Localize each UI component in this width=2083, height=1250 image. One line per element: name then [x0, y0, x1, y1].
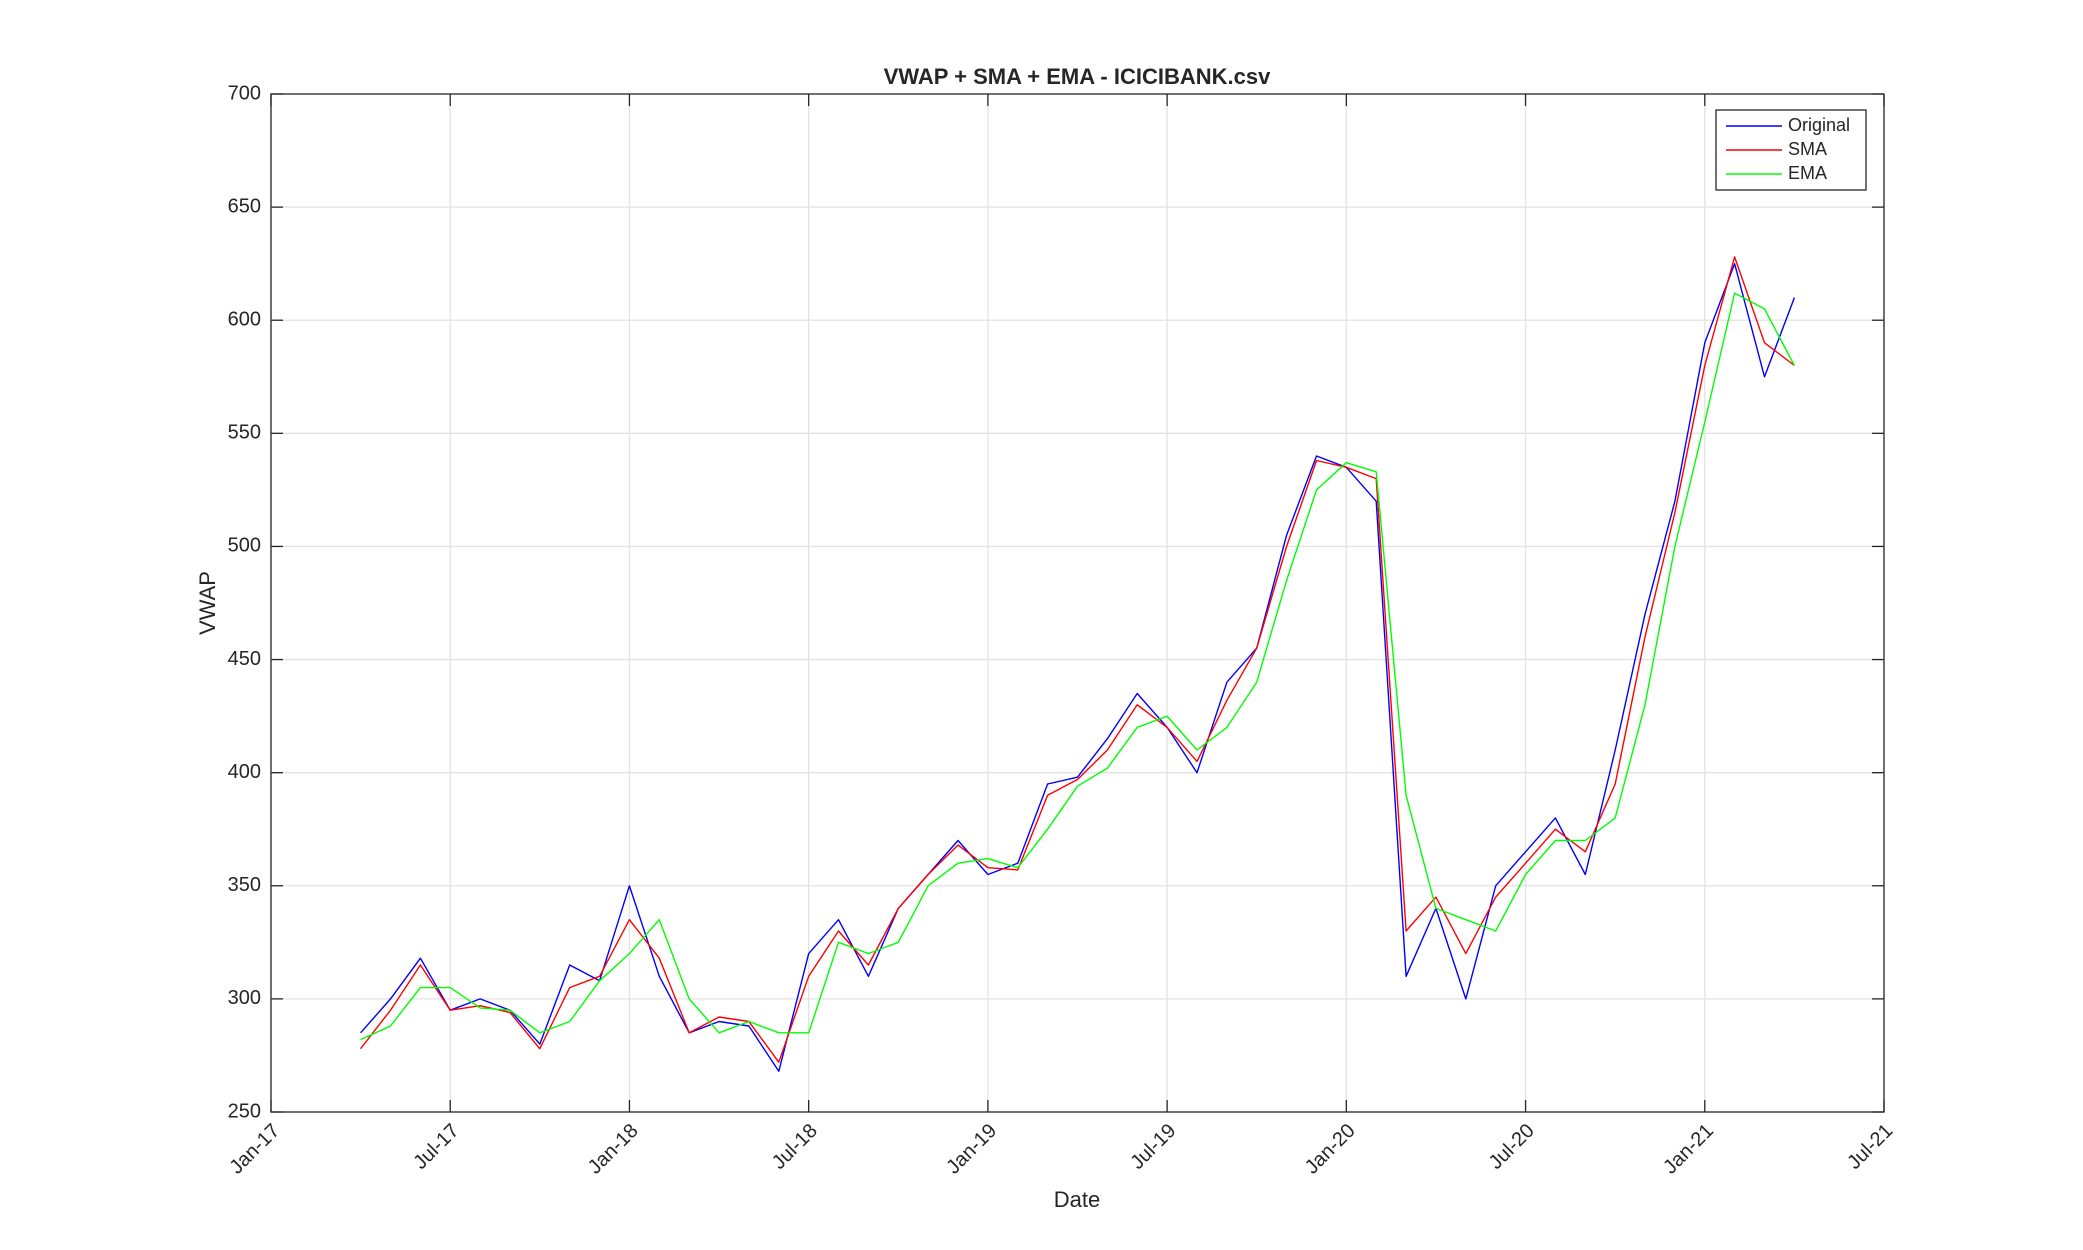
legend: Original SMA EMA [1715, 109, 1867, 191]
plot-area [271, 94, 1884, 1112]
legend-label: Original [1788, 115, 1850, 135]
x-tick-label: Jul-17 [409, 1120, 463, 1174]
x-tick-label: Jul-21 [1843, 1120, 1897, 1174]
y-tick-label: 550 [228, 422, 261, 444]
y-tick-label: 650 [228, 195, 261, 217]
legend-label: SMA [1788, 139, 1827, 159]
legend-label: EMA [1788, 163, 1827, 183]
x-tick-label: Jan-21 [1659, 1120, 1718, 1179]
y-tick-label: 500 [228, 535, 261, 557]
y-tick-label: 700 [228, 82, 261, 104]
series-line [360, 256, 1795, 1063]
x-tick-label: Jan-18 [584, 1120, 643, 1179]
chart-title: VWAP + SMA + EMA - ICICIBANK.csv [884, 64, 1271, 89]
axes-box [270, 93, 1885, 1113]
x-tick-label: Jan-19 [942, 1120, 1001, 1179]
y-tick-label: 400 [228, 761, 261, 783]
x-tick-label: Jul-20 [1485, 1120, 1539, 1174]
y-tick-label: 300 [228, 987, 261, 1009]
y-tick-label: 600 [228, 309, 261, 331]
y-axis-label: VWAP [195, 571, 220, 635]
x-tick-label: Jan-20 [1301, 1120, 1360, 1179]
x-tick-label: Jan-17 [225, 1120, 284, 1179]
series-line [360, 292, 1796, 1041]
y-tick-label: 250 [228, 1100, 261, 1122]
y-tick-label: 450 [228, 648, 261, 670]
y-tick-label: 350 [228, 874, 261, 896]
x-tick-label: Jul-19 [1126, 1120, 1180, 1174]
x-tick-label: Jul-18 [768, 1120, 822, 1174]
x-axis-label: Date [1054, 1187, 1100, 1212]
